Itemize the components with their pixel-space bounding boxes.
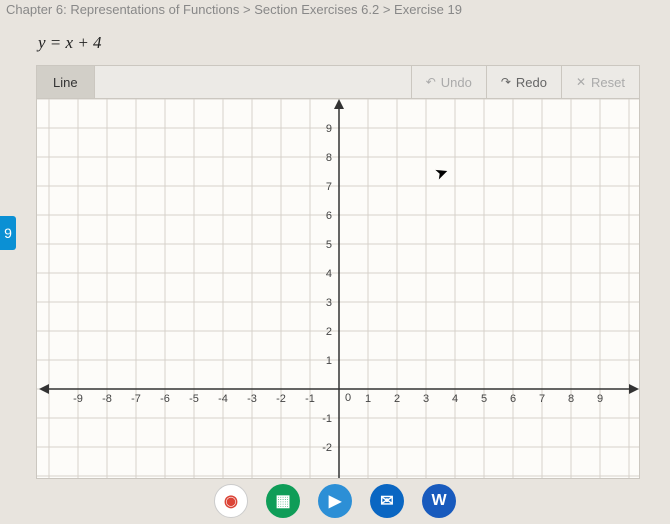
- reset-icon: ✕: [576, 75, 586, 89]
- equation: y = x + 4: [0, 27, 670, 65]
- undo-button[interactable]: ↶ Undo: [411, 66, 486, 98]
- undo-icon: ↶: [426, 75, 436, 89]
- svg-text:6: 6: [326, 210, 332, 222]
- line-tool-button[interactable]: Line: [37, 66, 95, 98]
- breadcrumb: Chapter 6: Representations of Functions …: [0, 0, 670, 27]
- svg-text:3: 3: [326, 297, 332, 309]
- reset-label: Reset: [591, 75, 625, 90]
- svg-text:5: 5: [481, 393, 487, 405]
- dock-icon-outlook[interactable]: ✉: [370, 484, 404, 518]
- svg-text:-9: -9: [73, 393, 83, 405]
- svg-text:1: 1: [326, 355, 332, 367]
- svg-text:0: 0: [345, 392, 351, 404]
- coordinate-grid[interactable]: -9 -8 -7 -6 -5 -4 -3 -2 -1 0 1 2 3 4 5 6 7 8 9 -2 -1 1 2 3 4 5 6 7 8…: [36, 99, 640, 479]
- redo-icon: ↷: [501, 75, 511, 89]
- dock-icon-sheets[interactable]: ▦: [266, 484, 300, 518]
- redo-button[interactable]: ↷ Redo: [486, 66, 561, 98]
- redo-label: Redo: [516, 75, 547, 90]
- svg-text:7: 7: [326, 181, 332, 193]
- svg-text:-1: -1: [305, 393, 315, 405]
- dock-icon-chrome[interactable]: ◉: [214, 484, 248, 518]
- svg-text:-3: -3: [247, 393, 257, 405]
- svg-text:2: 2: [394, 393, 400, 405]
- svg-text:-1: -1: [322, 413, 332, 425]
- side-tab[interactable]: 9: [0, 216, 16, 250]
- svg-text:6: 6: [510, 393, 516, 405]
- line-tool-label: Line: [53, 75, 78, 90]
- dock-icon-play[interactable]: ▶: [318, 484, 352, 518]
- svg-text:4: 4: [452, 393, 458, 405]
- svg-text:-2: -2: [322, 442, 332, 454]
- toolbar-spacer: [95, 66, 411, 98]
- svg-text:-4: -4: [218, 393, 228, 405]
- svg-text:3: 3: [423, 393, 429, 405]
- svg-text:9: 9: [597, 393, 603, 405]
- svg-text:-2: -2: [276, 393, 286, 405]
- svg-text:-5: -5: [189, 393, 199, 405]
- svg-text:7: 7: [539, 393, 545, 405]
- svg-text:-6: -6: [160, 393, 170, 405]
- svg-text:-8: -8: [102, 393, 112, 405]
- svg-text:-7: -7: [131, 393, 141, 405]
- svg-text:9: 9: [326, 123, 332, 135]
- taskbar-dock: ◉ ▦ ▶ ✉ W: [0, 478, 670, 524]
- svg-text:2: 2: [326, 326, 332, 338]
- svg-text:4: 4: [326, 268, 332, 280]
- svg-text:8: 8: [326, 152, 332, 164]
- svg-text:1: 1: [365, 393, 371, 405]
- graph-toolbar: Line ↶ Undo ↷ Redo ✕ Reset: [36, 65, 640, 99]
- reset-button[interactable]: ✕ Reset: [561, 66, 639, 98]
- dock-icon-word[interactable]: W: [422, 484, 456, 518]
- svg-text:5: 5: [326, 239, 332, 251]
- undo-label: Undo: [441, 75, 472, 90]
- svg-text:8: 8: [568, 393, 574, 405]
- grid-svg: -9 -8 -7 -6 -5 -4 -3 -2 -1 0 1 2 3 4 5 6 7 8 9 -2 -1 1 2 3 4 5 6 7 8…: [37, 99, 640, 479]
